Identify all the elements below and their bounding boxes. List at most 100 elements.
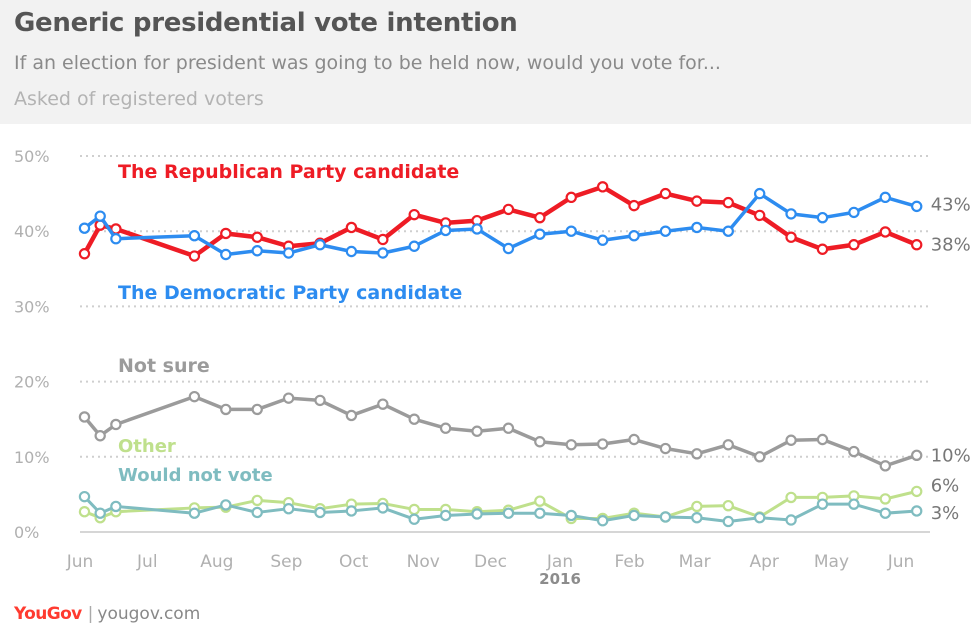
x-tick-label: Jul xyxy=(136,552,158,572)
x-tick-label: May xyxy=(814,552,849,572)
data-point-2-12 xyxy=(471,425,483,437)
data-point-2-18 xyxy=(659,442,672,455)
data-point-2-19 xyxy=(691,448,703,460)
data-point-1-9 xyxy=(377,247,389,259)
x-tick-label: Sep xyxy=(270,552,302,572)
data-point-1-22 xyxy=(785,208,797,220)
data-point-4-0 xyxy=(78,490,91,503)
series-end-label: 3% xyxy=(931,503,960,524)
data-point-3-20 xyxy=(722,499,734,512)
data-point-3-22 xyxy=(785,491,797,504)
data-point-4-19 xyxy=(691,512,703,524)
chart-header: Generic presidential vote intention If a… xyxy=(0,0,971,124)
x-tick-label: Dec xyxy=(474,552,507,572)
x-tick-label: Jun xyxy=(887,552,915,572)
data-point-3-26 xyxy=(911,485,923,498)
data-point-4-1 xyxy=(94,507,106,519)
data-point-1-11 xyxy=(439,224,452,237)
y-tick-label: 40% xyxy=(14,222,50,241)
data-point-1-14 xyxy=(534,228,546,240)
data-point-3-10 xyxy=(408,503,420,516)
series-line-1 xyxy=(82,191,919,257)
data-point-1-23 xyxy=(816,211,829,224)
data-point-2-8 xyxy=(345,409,358,422)
data-point-4-20 xyxy=(722,515,734,528)
data-point-1-12 xyxy=(471,223,483,235)
data-point-1-4 xyxy=(220,248,232,261)
data-point-0-17 xyxy=(628,199,640,212)
data-point-1-10 xyxy=(408,240,420,252)
data-point-0-0 xyxy=(78,248,91,260)
data-point-0-15 xyxy=(565,191,577,204)
data-point-4-13 xyxy=(502,507,515,519)
data-point-1-6 xyxy=(282,247,295,259)
data-point-0-21 xyxy=(753,209,766,222)
data-point-1-7 xyxy=(314,239,326,251)
data-point-0-20 xyxy=(722,196,734,209)
data-point-0-3 xyxy=(188,250,201,262)
data-point-2-10 xyxy=(408,413,420,425)
data-point-1-2 xyxy=(110,233,122,245)
data-point-1-25 xyxy=(879,191,891,204)
data-point-2-23 xyxy=(816,433,829,446)
data-point-4-9 xyxy=(377,502,389,514)
data-point-3-5 xyxy=(251,494,263,507)
data-point-1-16 xyxy=(596,234,609,246)
x-tick-label: Nov xyxy=(407,552,440,572)
data-point-0-18 xyxy=(659,187,672,200)
y-tick-label: 50% xyxy=(14,147,50,166)
year-label: 2016 xyxy=(539,570,581,588)
data-point-0-9 xyxy=(377,233,389,246)
data-point-2-13 xyxy=(502,422,515,434)
data-point-1-26 xyxy=(911,200,923,213)
data-point-1-0 xyxy=(78,222,91,234)
data-point-4-24 xyxy=(848,498,860,510)
data-point-0-23 xyxy=(816,243,829,255)
data-point-3-14 xyxy=(534,495,546,507)
data-point-0-22 xyxy=(785,231,797,243)
data-point-4-7 xyxy=(314,506,326,519)
x-tick-label: Jun xyxy=(66,552,94,572)
data-point-2-3 xyxy=(188,390,201,403)
y-tick-label: 0% xyxy=(14,523,39,542)
x-tick-label: Feb xyxy=(615,552,645,572)
data-point-1-24 xyxy=(848,206,860,219)
data-point-0-14 xyxy=(534,211,546,224)
data-point-4-21 xyxy=(753,512,766,524)
data-point-4-22 xyxy=(785,514,797,526)
chart-note: Asked of registered voters xyxy=(14,88,264,110)
data-point-4-17 xyxy=(628,509,640,522)
data-point-0-24 xyxy=(848,239,860,251)
series-end-label: 38% xyxy=(931,235,971,256)
series-name-label: Other xyxy=(118,436,176,457)
data-point-2-11 xyxy=(439,422,452,434)
y-tick-label: 10% xyxy=(14,448,50,467)
line-chart: 0% 10% 20% 30% 40% 50% Jun Jul Aug Sep Oct Nov Dec Ja… xyxy=(14,147,971,588)
data-point-1-3 xyxy=(188,230,201,242)
data-point-2-16 xyxy=(596,438,609,450)
series-name-label: The Republican Party candidate xyxy=(118,161,459,183)
footer-separator: | xyxy=(87,604,94,624)
x-tick-label: Oct xyxy=(339,552,369,572)
data-point-4-10 xyxy=(408,513,420,525)
data-point-0-19 xyxy=(691,195,703,207)
series-end-label: 10% xyxy=(931,445,971,466)
data-point-4-2 xyxy=(110,500,122,513)
data-point-1-17 xyxy=(628,230,640,242)
data-point-2-1 xyxy=(94,430,106,442)
data-point-2-0 xyxy=(78,411,91,423)
data-point-1-13 xyxy=(502,242,515,255)
data-point-4-15 xyxy=(565,509,577,522)
series-name-label: Would not vote xyxy=(118,465,273,486)
data-point-1-1 xyxy=(94,210,106,222)
footer-url[interactable]: yougov.com xyxy=(97,604,201,624)
data-point-4-16 xyxy=(596,515,609,527)
chart-subtitle: If an election for president was going t… xyxy=(14,52,721,74)
data-point-4-4 xyxy=(220,499,232,511)
data-point-0-4 xyxy=(220,227,232,240)
data-point-4-12 xyxy=(471,508,483,520)
data-point-4-5 xyxy=(251,506,263,519)
x-tick-label: Apr xyxy=(749,552,778,572)
series-end-label: 43% xyxy=(931,194,971,215)
data-point-4-23 xyxy=(816,498,829,510)
